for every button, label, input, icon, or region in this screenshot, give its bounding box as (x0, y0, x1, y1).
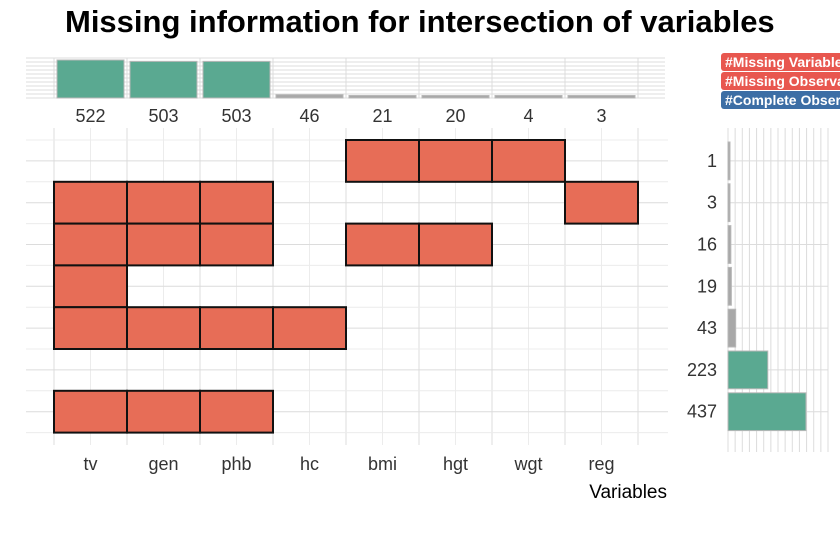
x-axis-title: Variables (589, 482, 667, 503)
missing-cell-hc-row-43 (272, 306, 347, 351)
top-bar-label-hgt: 20 (445, 106, 465, 126)
pattern-count-label-16: 16 (697, 235, 717, 255)
missing-cell-gen-row-43 (126, 306, 201, 351)
missing-cell-wgt-row-1 (491, 139, 566, 183)
pattern-bar-3 (727, 183, 731, 223)
matrix-cells (53, 139, 639, 434)
legend-box-0 (721, 53, 840, 71)
top-bar-label-tv: 522 (75, 106, 105, 126)
missing-cell-phb-row-437 (199, 389, 274, 434)
top-bar-hc (275, 94, 344, 99)
top-bars (56, 59, 636, 99)
missing-cell-tv-row-16 (53, 222, 128, 267)
missing-cell-hgt-row-1 (418, 139, 493, 183)
variable-label-bmi: bmi (368, 454, 397, 474)
legend-box-1 (721, 72, 840, 90)
pattern-count-label-43: 43 (697, 318, 717, 338)
pattern-count-label-223: 223 (687, 360, 717, 380)
pattern-count-label-437: 437 (687, 402, 717, 422)
pattern-count-label-3: 3 (707, 193, 717, 213)
chart-title: Missing information for intersection of … (65, 4, 775, 39)
variable-tick-labels: tv gen phb hc bmi hgt wgt reg (83, 454, 614, 474)
variable-label-hgt: hgt (443, 454, 468, 474)
missing-cell-gen-row-437 (126, 389, 201, 434)
legend-label-0: #Missing Variables (725, 54, 840, 70)
missing-cell-bmi-row-16 (345, 222, 420, 267)
missing-cell-phb-row-43 (199, 306, 274, 351)
top-bar-hgt (421, 95, 490, 99)
pattern-bar-16 (727, 225, 732, 264)
pattern-bar-19 (727, 266, 732, 306)
variable-label-reg: reg (588, 454, 614, 474)
pattern-bar-1 (727, 141, 731, 181)
top-bar-wgt (494, 95, 563, 99)
missing-cell-tv-row-437 (53, 389, 128, 434)
variable-label-gen: gen (148, 454, 178, 474)
variable-label-wgt: wgt (513, 454, 542, 474)
variable-label-hc: hc (300, 454, 319, 474)
missing-cell-phb-row-3 (199, 180, 274, 225)
pattern-count-label-1: 1 (707, 151, 717, 171)
pattern-bar-437 (727, 392, 807, 432)
top-bar-label-gen: 503 (148, 106, 178, 126)
legend-label-1: #Missing Observations (725, 73, 840, 89)
missing-cell-reg-row-3 (564, 180, 639, 225)
pattern-bar-43 (727, 308, 737, 348)
pattern-bars (727, 141, 807, 432)
variable-label-phb: phb (221, 454, 251, 474)
missing-cell-gen-row-3 (126, 180, 201, 225)
legend-box-2 (721, 91, 840, 109)
top-bar-label-wgt: 4 (523, 106, 533, 126)
top-bar-label-hc: 46 (299, 106, 319, 126)
legend-label-2: #Complete Observations (725, 92, 840, 108)
top-bar-gen (129, 60, 198, 99)
pattern-bar-223 (727, 350, 769, 390)
pattern-count-label-19: 19 (697, 276, 717, 296)
top-bar-labels: 522 503 503 46 21 20 4 3 (75, 106, 606, 126)
top-bar-label-phb: 503 (221, 106, 251, 126)
top-bar-phb (202, 60, 271, 99)
top-bar-reg (567, 95, 636, 99)
missing-cell-tv-row-43 (53, 306, 128, 351)
top-bar-tv (56, 59, 125, 99)
missing-cell-tv-row-19 (53, 264, 128, 309)
top-bar-label-reg: 3 (596, 106, 606, 126)
variable-label-tv: tv (83, 454, 97, 474)
missing-cell-gen-row-16 (126, 222, 201, 267)
missing-cell-phb-row-16 (199, 222, 274, 267)
missing-cell-bmi-row-1 (345, 139, 420, 183)
missing-cell-tv-row-3 (53, 180, 128, 225)
legend: #Missing Variables #Missing Observations #… (721, 53, 840, 109)
missing-cell-hgt-row-16 (418, 222, 493, 267)
top-bar-label-bmi: 21 (372, 106, 392, 126)
top-bar-bmi (348, 95, 417, 99)
